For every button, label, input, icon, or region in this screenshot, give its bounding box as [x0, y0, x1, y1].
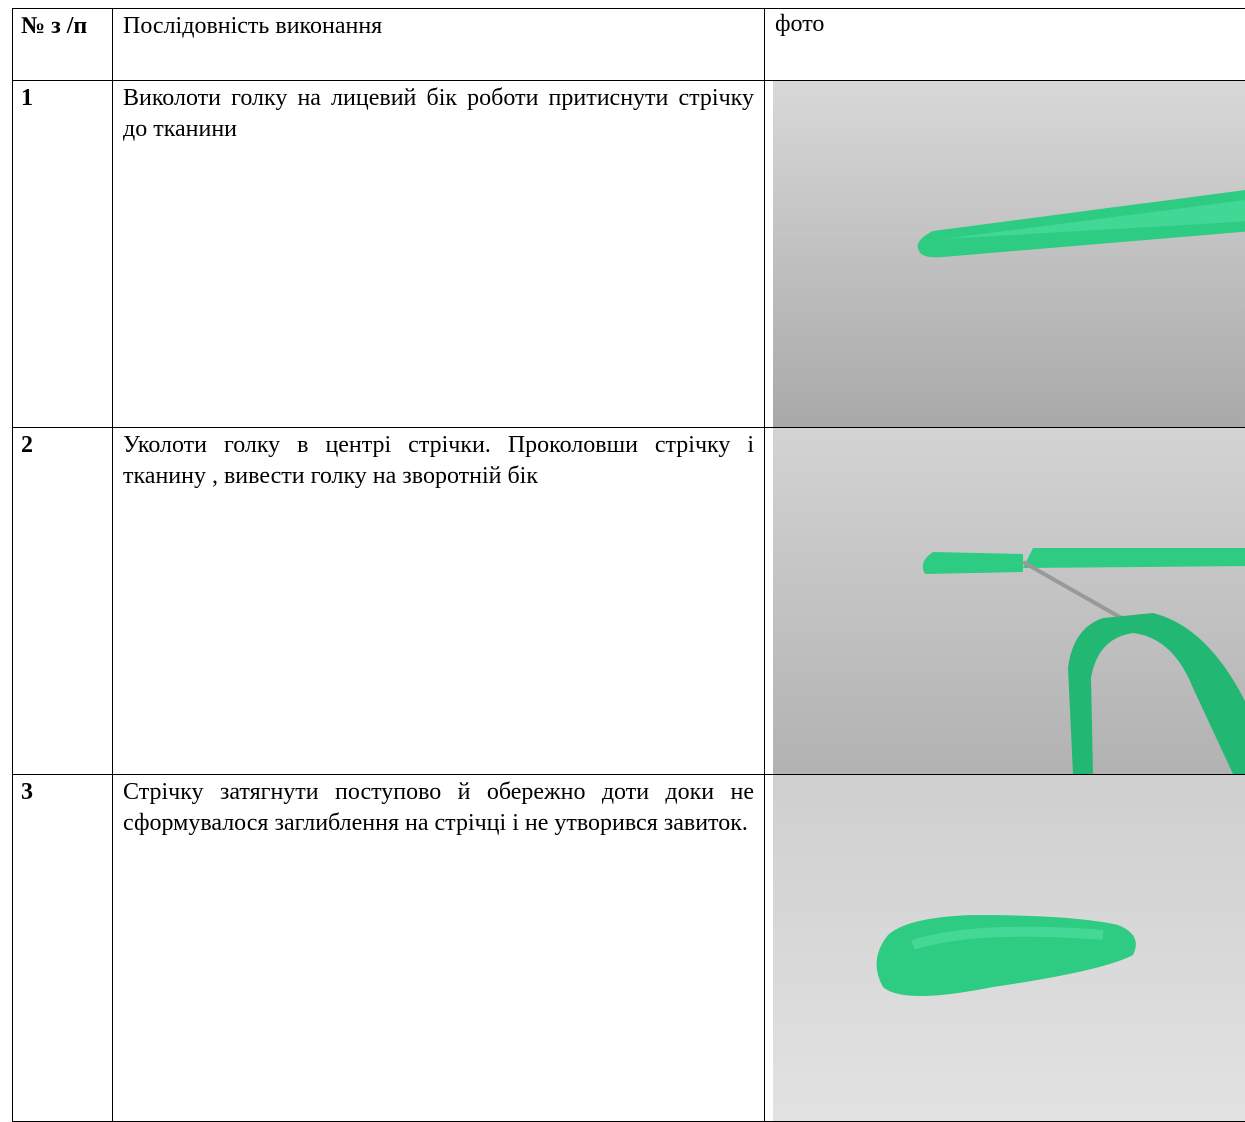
- step-row: 2 Уколоти голку в центрі стрічки. Прокол…: [13, 428, 1245, 775]
- photo: [773, 428, 1245, 774]
- photo: [773, 81, 1245, 427]
- header-cell: № з /п: [13, 9, 113, 81]
- header-cell: фото: [765, 9, 1245, 81]
- step-number: 1: [13, 81, 113, 428]
- step-row: 3 Стрічку затягнути поступово й обережно…: [13, 775, 1245, 1122]
- photo-cell: [765, 81, 1245, 428]
- step-number: 2: [13, 428, 113, 775]
- steps-table: № з /п Послідовність виконання фото 1 Ви…: [12, 8, 1245, 1122]
- step-text: Стрічку затягнути поступово й обережно д…: [113, 775, 765, 1122]
- step-row: 1 Виколоти голку на лицевий бік роботи п…: [13, 81, 1245, 428]
- photo-cell: [765, 428, 1245, 775]
- photo-cell: [765, 775, 1245, 1122]
- header-cell: Послідовність виконання: [113, 9, 765, 81]
- step-number: 3: [13, 775, 113, 1122]
- step-text: Виколоти голку на лицевий бік роботи при…: [113, 81, 765, 428]
- header-row: № з /п Послідовність виконання фото: [13, 9, 1245, 81]
- photo: [773, 775, 1245, 1121]
- step-text: Уколоти голку в центрі стрічки. Проколов…: [113, 428, 765, 775]
